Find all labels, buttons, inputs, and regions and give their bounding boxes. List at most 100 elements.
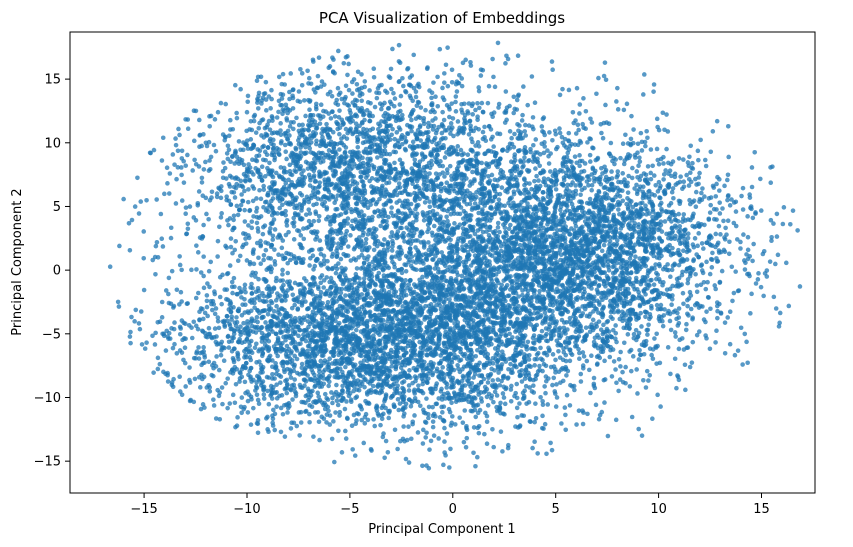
data-point — [549, 225, 554, 231]
data-point — [629, 199, 634, 204]
data-point — [725, 177, 730, 183]
data-point — [522, 129, 528, 134]
data-point — [653, 182, 659, 188]
data-point — [306, 397, 311, 403]
data-point — [533, 166, 538, 171]
data-point — [680, 216, 686, 221]
data-point — [651, 249, 656, 255]
data-point — [651, 82, 657, 87]
data-point — [550, 382, 555, 388]
data-point — [578, 192, 583, 198]
data-point — [636, 239, 641, 245]
data-point — [606, 219, 612, 225]
data-point — [670, 293, 675, 298]
data-point — [577, 183, 583, 188]
data-point — [561, 177, 567, 183]
data-point — [607, 238, 613, 244]
data-point — [177, 331, 183, 337]
data-point — [407, 368, 412, 373]
data-point — [669, 225, 675, 231]
data-point — [695, 148, 701, 154]
data-point — [599, 130, 604, 136]
data-point — [638, 310, 643, 316]
data-point — [649, 289, 655, 294]
data-point — [584, 200, 590, 206]
data-point — [673, 334, 678, 339]
data-point — [497, 229, 502, 235]
data-point — [654, 255, 660, 260]
data-point — [253, 341, 259, 347]
data-point — [713, 194, 719, 199]
data-point — [519, 255, 524, 260]
data-point — [691, 244, 697, 250]
data-point — [196, 345, 201, 350]
data-point — [717, 301, 722, 307]
data-point — [731, 200, 737, 205]
data-point — [686, 296, 692, 301]
data-point — [665, 183, 670, 189]
data-point — [636, 357, 642, 362]
data-point — [704, 240, 710, 246]
data-point — [578, 371, 584, 377]
data-point — [795, 228, 800, 233]
data-point — [628, 213, 634, 219]
data-point — [564, 294, 569, 300]
data-point — [630, 140, 636, 146]
data-point — [639, 200, 645, 206]
data-point — [543, 326, 549, 331]
data-point — [662, 127, 667, 133]
data-point — [660, 318, 665, 324]
data-point — [758, 176, 763, 182]
data-point — [731, 290, 737, 296]
data-point — [609, 181, 614, 187]
data-point — [521, 234, 527, 239]
data-point — [705, 294, 711, 300]
data-point — [587, 136, 592, 141]
data-point — [667, 242, 672, 248]
data-point — [648, 147, 654, 152]
data-point — [150, 257, 156, 263]
data-point — [656, 179, 662, 185]
data-point — [670, 283, 675, 289]
data-point — [594, 91, 599, 97]
data-point — [239, 395, 245, 400]
data-point — [740, 362, 745, 367]
data-point — [627, 264, 633, 269]
data-point — [332, 459, 337, 465]
data-point — [577, 245, 582, 251]
data-point — [761, 248, 767, 254]
data-point — [575, 257, 581, 262]
data-point — [720, 206, 725, 211]
data-point — [672, 330, 678, 335]
data-point — [495, 220, 501, 226]
data-point — [538, 345, 543, 351]
data-point — [646, 322, 651, 328]
data-point — [727, 341, 733, 347]
data-point — [722, 320, 728, 325]
data-point — [648, 170, 654, 176]
data-point — [739, 193, 744, 199]
data-point — [685, 244, 690, 249]
data-point — [730, 298, 735, 304]
data-point — [635, 150, 640, 156]
data-point — [611, 359, 617, 364]
data-point — [764, 268, 770, 273]
data-point — [683, 327, 689, 333]
data-point — [690, 215, 695, 220]
data-point — [587, 256, 592, 261]
data-point — [718, 232, 723, 237]
data-point — [574, 85, 580, 91]
data-point — [703, 333, 708, 338]
data-point — [665, 293, 671, 298]
data-point — [714, 328, 719, 334]
data-point — [749, 184, 755, 190]
data-point — [339, 450, 345, 455]
data-point — [773, 306, 779, 311]
data-point — [637, 263, 643, 268]
data-point — [572, 387, 577, 393]
data-point — [752, 150, 758, 155]
data-point — [579, 158, 585, 164]
data-point — [592, 279, 598, 285]
data-point — [770, 164, 775, 169]
data-point — [748, 311, 753, 316]
